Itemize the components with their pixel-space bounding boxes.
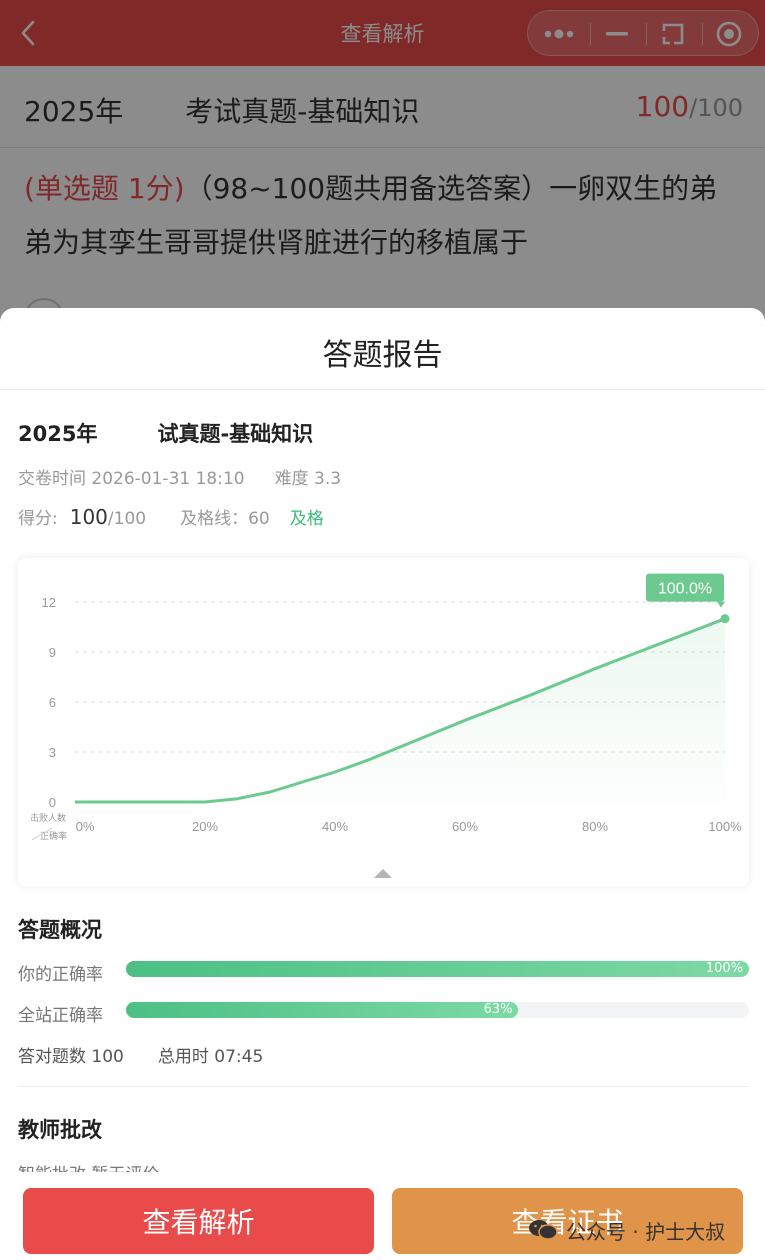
difficulty: 难度 3.3	[274, 469, 342, 489]
view-analysis-button[interactable]: 查看解析	[23, 1188, 374, 1254]
x-axis-label-top: 击败人数	[30, 812, 66, 824]
question-score: 100/100	[635, 90, 743, 123]
bottom-action-bar: 查看解析 查看证书	[0, 1172, 765, 1260]
your-rate-fill: 100%	[126, 961, 749, 977]
y-tick-label: 0	[49, 795, 56, 810]
nav-title: 查看解析	[340, 22, 425, 46]
total-time: 总用时 07:45	[157, 1047, 264, 1067]
question-text: (单选题 1分)（98~100题共用备选答案）一卵双生的弟弟为其孪生哥哥提供肾脏…	[24, 172, 718, 259]
close-target-icon[interactable]	[700, 11, 758, 57]
highlight-label: 100.0%	[658, 581, 712, 598]
mini-program-capsule	[527, 10, 759, 56]
y-tick-label: 3	[49, 745, 56, 760]
overview-title: 答题概况	[18, 918, 102, 942]
minimize-icon[interactable]	[588, 11, 646, 57]
float-window-icon[interactable]	[644, 11, 702, 57]
y-tick-label: 6	[49, 695, 56, 710]
watermark: 公众号 · 护士大叔	[528, 1212, 725, 1248]
x-tick-label: 0%	[76, 819, 95, 834]
highlight-pointer	[717, 601, 725, 608]
submit-time: 交卷时间 2026-01-31 18:10	[18, 469, 245, 489]
y-tick-label: 12	[42, 595, 56, 610]
correct-count: 答对题数 100	[18, 1047, 124, 1067]
report-score-line: 得分: 100/100 及格线：60 及格	[18, 505, 324, 529]
pass-line: 及格线：60	[180, 509, 270, 529]
area-fill	[75, 618, 725, 802]
your-rate-bar: 100%	[126, 961, 749, 977]
collapse-triangle-icon	[374, 869, 392, 878]
end-point	[720, 614, 730, 624]
top-navbar: 查看解析	[0, 0, 765, 66]
wechat-icon	[529, 1220, 558, 1240]
report-meta: 交卷时间 2026-01-31 18:10 难度 3.3	[18, 464, 371, 489]
series-line	[75, 617, 726, 804]
x-tick-label: 60%	[452, 819, 478, 834]
highlight-badge	[646, 573, 724, 602]
view-certificate-button[interactable]: 查看证书	[392, 1188, 743, 1254]
x-tick-label: 20%	[192, 819, 218, 834]
x-tick-label: 100%	[708, 819, 742, 834]
back-icon[interactable]	[14, 18, 44, 48]
site-rate-percent: 63%	[483, 1002, 513, 1017]
x-tick-label: 80%	[582, 819, 608, 834]
x-tick-label: 40%	[322, 819, 348, 834]
x-axis-label-bottom: 正确率	[40, 830, 67, 842]
pass-status: 及格	[289, 509, 324, 529]
answer-report-sheet: 答题报告 2025年 试真题-基础知识 交卷时间 2026-01-31 18:10…	[0, 308, 765, 1260]
site-rate-fill: 63%	[126, 1002, 519, 1018]
divider	[18, 1086, 749, 1087]
site-rate-bar: 63%	[126, 1002, 749, 1018]
sheet-title: 答题报告	[322, 338, 443, 373]
divider	[0, 389, 765, 390]
question-type: (单选题 1分)	[24, 172, 185, 205]
watermark-text: 公众号 · 护士大叔	[566, 1219, 726, 1244]
score-value: 100	[69, 505, 108, 529]
teacher-review-title: 教师批改	[18, 1118, 102, 1142]
your-rate-percent: 100%	[705, 961, 743, 976]
more-dots-icon[interactable]	[530, 11, 588, 57]
report-exam-title: 2025年 试真题-基础知识	[18, 422, 314, 446]
site-rate-label: 全站正确率	[18, 1006, 103, 1026]
axis-corner-divider	[31, 827, 53, 841]
answer-stats: 答对题数 100 总用时 07:45	[18, 1042, 297, 1067]
y-tick-label: 9	[49, 645, 56, 660]
your-rate-label: 你的正确率	[18, 965, 103, 985]
score-chart-card: 0 3 6 9 12 0% 20% 40% 60% 80% 100% 击败人数正确率 100.0%	[18, 558, 749, 886]
question-exam-title: 2025年 考试真题-基础知识	[24, 95, 420, 128]
question-page-header	[0, 66, 765, 148]
